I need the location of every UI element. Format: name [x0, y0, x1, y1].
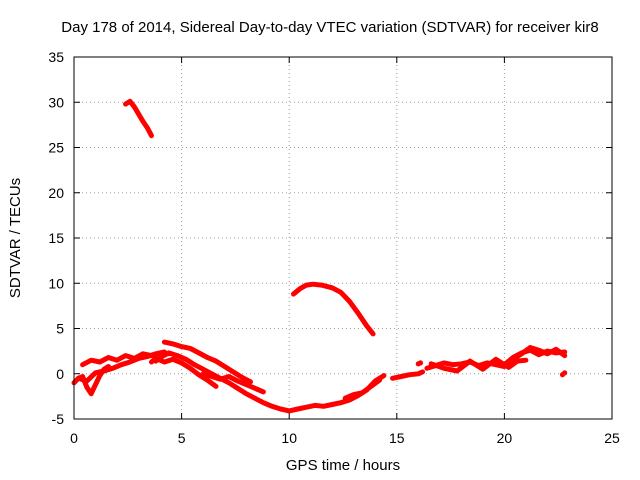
y-tick-label: 20 [48, 185, 64, 201]
data-arc-arc-low-10 [390, 369, 426, 381]
y-axis-label: SDTVAR / TECUs [7, 178, 24, 298]
y-tick-label: 35 [48, 49, 64, 65]
data-arc-arc-low-14 [510, 345, 568, 362]
data-arc-arc-high-2 [291, 281, 376, 337]
x-axis-label: GPS time / hours [286, 457, 400, 474]
y-tick-labels: -5 0 5 10 15 20 25 30 35 [48, 49, 64, 427]
series-group [71, 98, 568, 414]
data-arc-arc-high-1 [123, 98, 154, 139]
x-tick-labels: 0 5 10 15 20 25 [70, 430, 620, 446]
y-tick-label: 0 [56, 366, 64, 382]
plot-frame [73, 56, 613, 420]
x-tick-label: 10 [281, 430, 297, 446]
y-tick-label: 5 [56, 321, 64, 337]
data-arc-arc-low-9 [342, 377, 383, 401]
data-arc-arc-low-7 [200, 371, 266, 395]
y-tick-label: 30 [48, 94, 64, 110]
data-arc-arc-low-4 [153, 350, 335, 414]
data-point [562, 370, 568, 376]
grid [74, 57, 612, 419]
y-tick-label: 10 [48, 275, 64, 291]
x-tick-label: 25 [604, 430, 620, 446]
x-tick-label: 15 [389, 430, 405, 446]
x-tick-label: 5 [178, 430, 186, 446]
x-tick-label: 0 [70, 430, 78, 446]
y-tick-label: -5 [52, 411, 65, 427]
y-tick-label: 15 [48, 230, 64, 246]
chart-title: Day 178 of 2014, Sidereal Day-to-day VTE… [61, 19, 598, 36]
data-arc-arc-low-12 [428, 356, 529, 374]
y-tick-label: 25 [48, 140, 64, 156]
data-arc-arc-low-6 [149, 355, 219, 389]
data-point [417, 360, 424, 366]
data-arc-arc-low-5 [161, 339, 253, 385]
x-tick-label: 20 [497, 430, 513, 446]
data-arc-arc-low-3 [75, 349, 167, 384]
